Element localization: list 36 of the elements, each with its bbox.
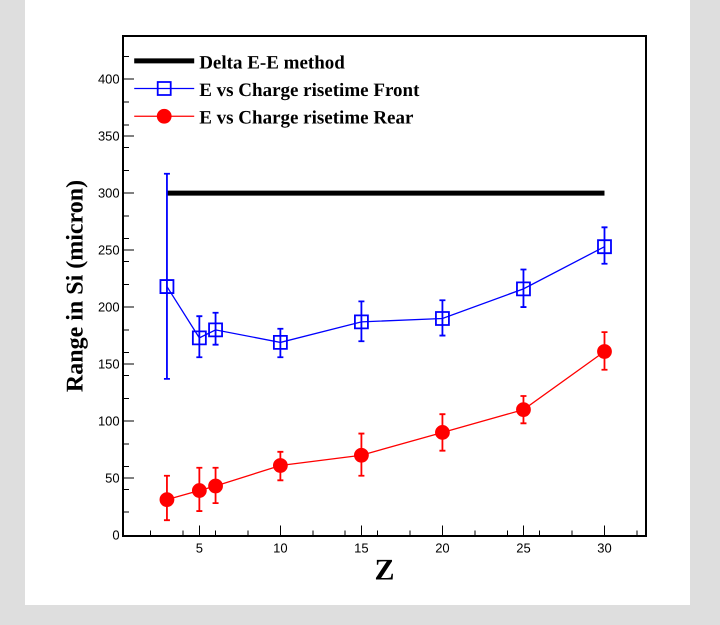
point [160, 492, 174, 508]
point [354, 314, 369, 330]
point [354, 448, 369, 463]
x-axis-title: Z [374, 553, 395, 586]
point [435, 311, 450, 326]
x-tick-label: 20 [435, 540, 450, 556]
x-tick-label: 15 [354, 540, 369, 556]
y-axis-title: Range in Si (micron) [62, 180, 89, 392]
legend-label: Delta E-E method [199, 52, 346, 74]
y-tick-label: 250 [98, 242, 120, 258]
point [272, 335, 288, 350]
point [435, 425, 450, 440]
point [160, 279, 174, 294]
point [208, 322, 223, 338]
y-tick-label: 150 [98, 356, 120, 372]
y-tick-label: 50 [105, 470, 120, 486]
point [516, 402, 531, 418]
point [208, 478, 223, 494]
y-tick-label: 350 [98, 128, 120, 144]
point [192, 483, 207, 498]
x-tick-label: 5 [196, 540, 203, 556]
x-tick-label: 10 [273, 540, 288, 556]
y-tick-label: 400 [98, 72, 120, 87]
point [516, 281, 531, 296]
point [272, 458, 288, 473]
legend-label: E vs Charge risetime Front [199, 80, 420, 101]
point [597, 344, 612, 359]
x-tick-label: 25 [516, 540, 531, 556]
y-tick-label: 300 [98, 186, 120, 201]
point [597, 239, 612, 254]
y-tick-label: 200 [98, 300, 120, 315]
point [192, 330, 207, 346]
x-tick-label: 30 [597, 540, 612, 556]
legend-label: E vs Charge risetime Rear [199, 108, 414, 129]
y-tick-label: 0 [112, 528, 120, 543]
y-tick-label: 100 [98, 414, 120, 429]
